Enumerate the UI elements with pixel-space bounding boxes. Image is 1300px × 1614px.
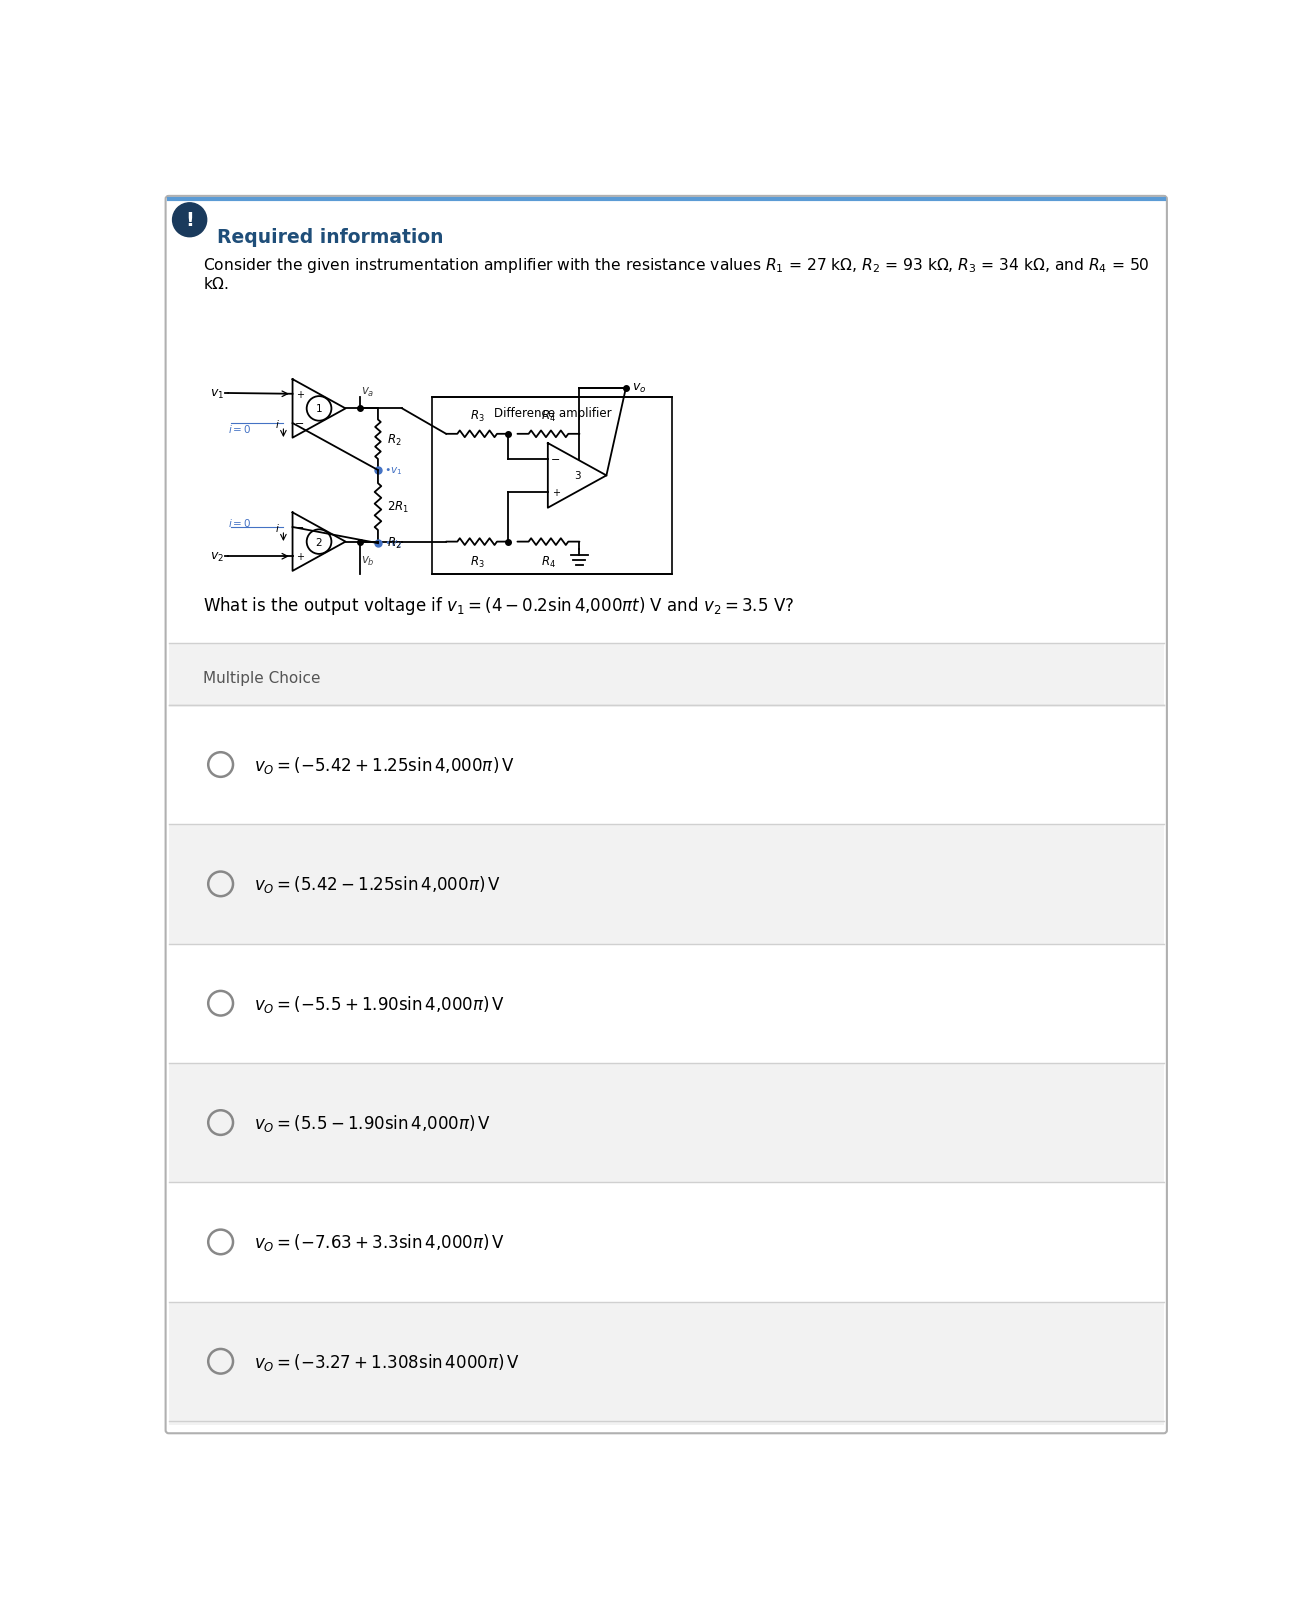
Text: $v_O = (-7.63 + 3.3 \sin 4{,}000\pi)\,\mathrm{V}$: $v_O = (-7.63 + 3.3 \sin 4{,}000\pi)\,\m… bbox=[254, 1231, 504, 1252]
Text: −: − bbox=[295, 523, 304, 533]
Text: $v_O = (5.42 - 1.25 \sin 4{,}000\pi)\,\mathrm{V}$: $v_O = (5.42 - 1.25 \sin 4{,}000\pi)\,\m… bbox=[254, 873, 500, 894]
Text: $v_O = (-5.42 + 1.25 \sin 4{,}000\pi)\,\mathrm{V}$: $v_O = (-5.42 + 1.25 \sin 4{,}000\pi)\,\… bbox=[254, 755, 515, 776]
Text: $R_3$: $R_3$ bbox=[469, 408, 485, 424]
Text: $i$: $i$ bbox=[274, 418, 280, 429]
Text: +: + bbox=[552, 487, 560, 497]
Text: $v_O = (5.5 - 1.90 \sin 4{,}000\pi)\,\mathrm{V}$: $v_O = (5.5 - 1.90 \sin 4{,}000\pi)\,\ma… bbox=[254, 1112, 490, 1133]
Text: $v_O = (-3.27 + 1.308 \sin 4000\pi)\,\mathrm{V}$: $v_O = (-3.27 + 1.308 \sin 4000\pi)\,\ma… bbox=[254, 1351, 520, 1372]
FancyBboxPatch shape bbox=[169, 1183, 1164, 1302]
Text: What is the output voltage if $v_1 = (4 - 0.2 \sin 4{,}000\pi t)$ V and $v_2 = 3: What is the output voltage if $v_1 = (4 … bbox=[203, 594, 794, 617]
FancyBboxPatch shape bbox=[169, 705, 1164, 825]
FancyBboxPatch shape bbox=[169, 644, 1164, 1425]
Text: Multiple Choice: Multiple Choice bbox=[203, 671, 320, 686]
Text: $i = 0$: $i = 0$ bbox=[229, 516, 252, 529]
FancyBboxPatch shape bbox=[169, 1302, 1164, 1420]
Text: $R_2$: $R_2$ bbox=[387, 433, 402, 447]
Text: $\bullet v_1$: $\bullet v_1$ bbox=[385, 465, 403, 476]
FancyBboxPatch shape bbox=[169, 825, 1164, 944]
FancyBboxPatch shape bbox=[432, 397, 672, 575]
Text: $i = 0$: $i = 0$ bbox=[229, 423, 252, 434]
FancyBboxPatch shape bbox=[165, 197, 1167, 1433]
Text: $v_2$: $v_2$ bbox=[211, 550, 225, 563]
Text: $2R_1$: $2R_1$ bbox=[387, 500, 410, 515]
Text: +: + bbox=[296, 552, 304, 562]
Text: 3: 3 bbox=[573, 471, 580, 481]
Text: k$\Omega$.: k$\Omega$. bbox=[203, 276, 229, 292]
Text: $R_2$: $R_2$ bbox=[387, 536, 402, 550]
Text: $v_o$: $v_o$ bbox=[632, 383, 646, 395]
Text: $R_4$: $R_4$ bbox=[541, 408, 556, 424]
Text: Required information: Required information bbox=[217, 228, 443, 247]
Text: $v_a$: $v_a$ bbox=[361, 386, 374, 399]
Text: 2: 2 bbox=[316, 537, 322, 547]
Text: +: + bbox=[296, 389, 304, 400]
Text: $R_3$: $R_3$ bbox=[469, 555, 485, 570]
Text: $v_O = (-5.5 + 1.90 \sin 4{,}000\pi)\,\mathrm{V}$: $v_O = (-5.5 + 1.90 \sin 4{,}000\pi)\,\m… bbox=[254, 993, 504, 1014]
Text: −: − bbox=[295, 418, 304, 429]
Text: !: ! bbox=[185, 211, 194, 231]
Text: Consider the given instrumentation amplifier with the resistance values $R_1$ = : Consider the given instrumentation ampli… bbox=[203, 255, 1149, 274]
Text: −: − bbox=[551, 455, 560, 465]
Text: $v_b$: $v_b$ bbox=[361, 555, 374, 568]
Text: 1: 1 bbox=[316, 404, 322, 415]
Text: $i$: $i$ bbox=[274, 521, 280, 534]
Text: $\bullet v_2$: $\bullet v_2$ bbox=[385, 537, 403, 550]
Text: Difference amplifier: Difference amplifier bbox=[494, 407, 611, 420]
FancyBboxPatch shape bbox=[169, 1064, 1164, 1183]
FancyBboxPatch shape bbox=[169, 944, 1164, 1064]
Text: $R_4$: $R_4$ bbox=[541, 555, 556, 570]
Text: $v_1$: $v_1$ bbox=[211, 387, 225, 400]
Circle shape bbox=[173, 203, 207, 237]
